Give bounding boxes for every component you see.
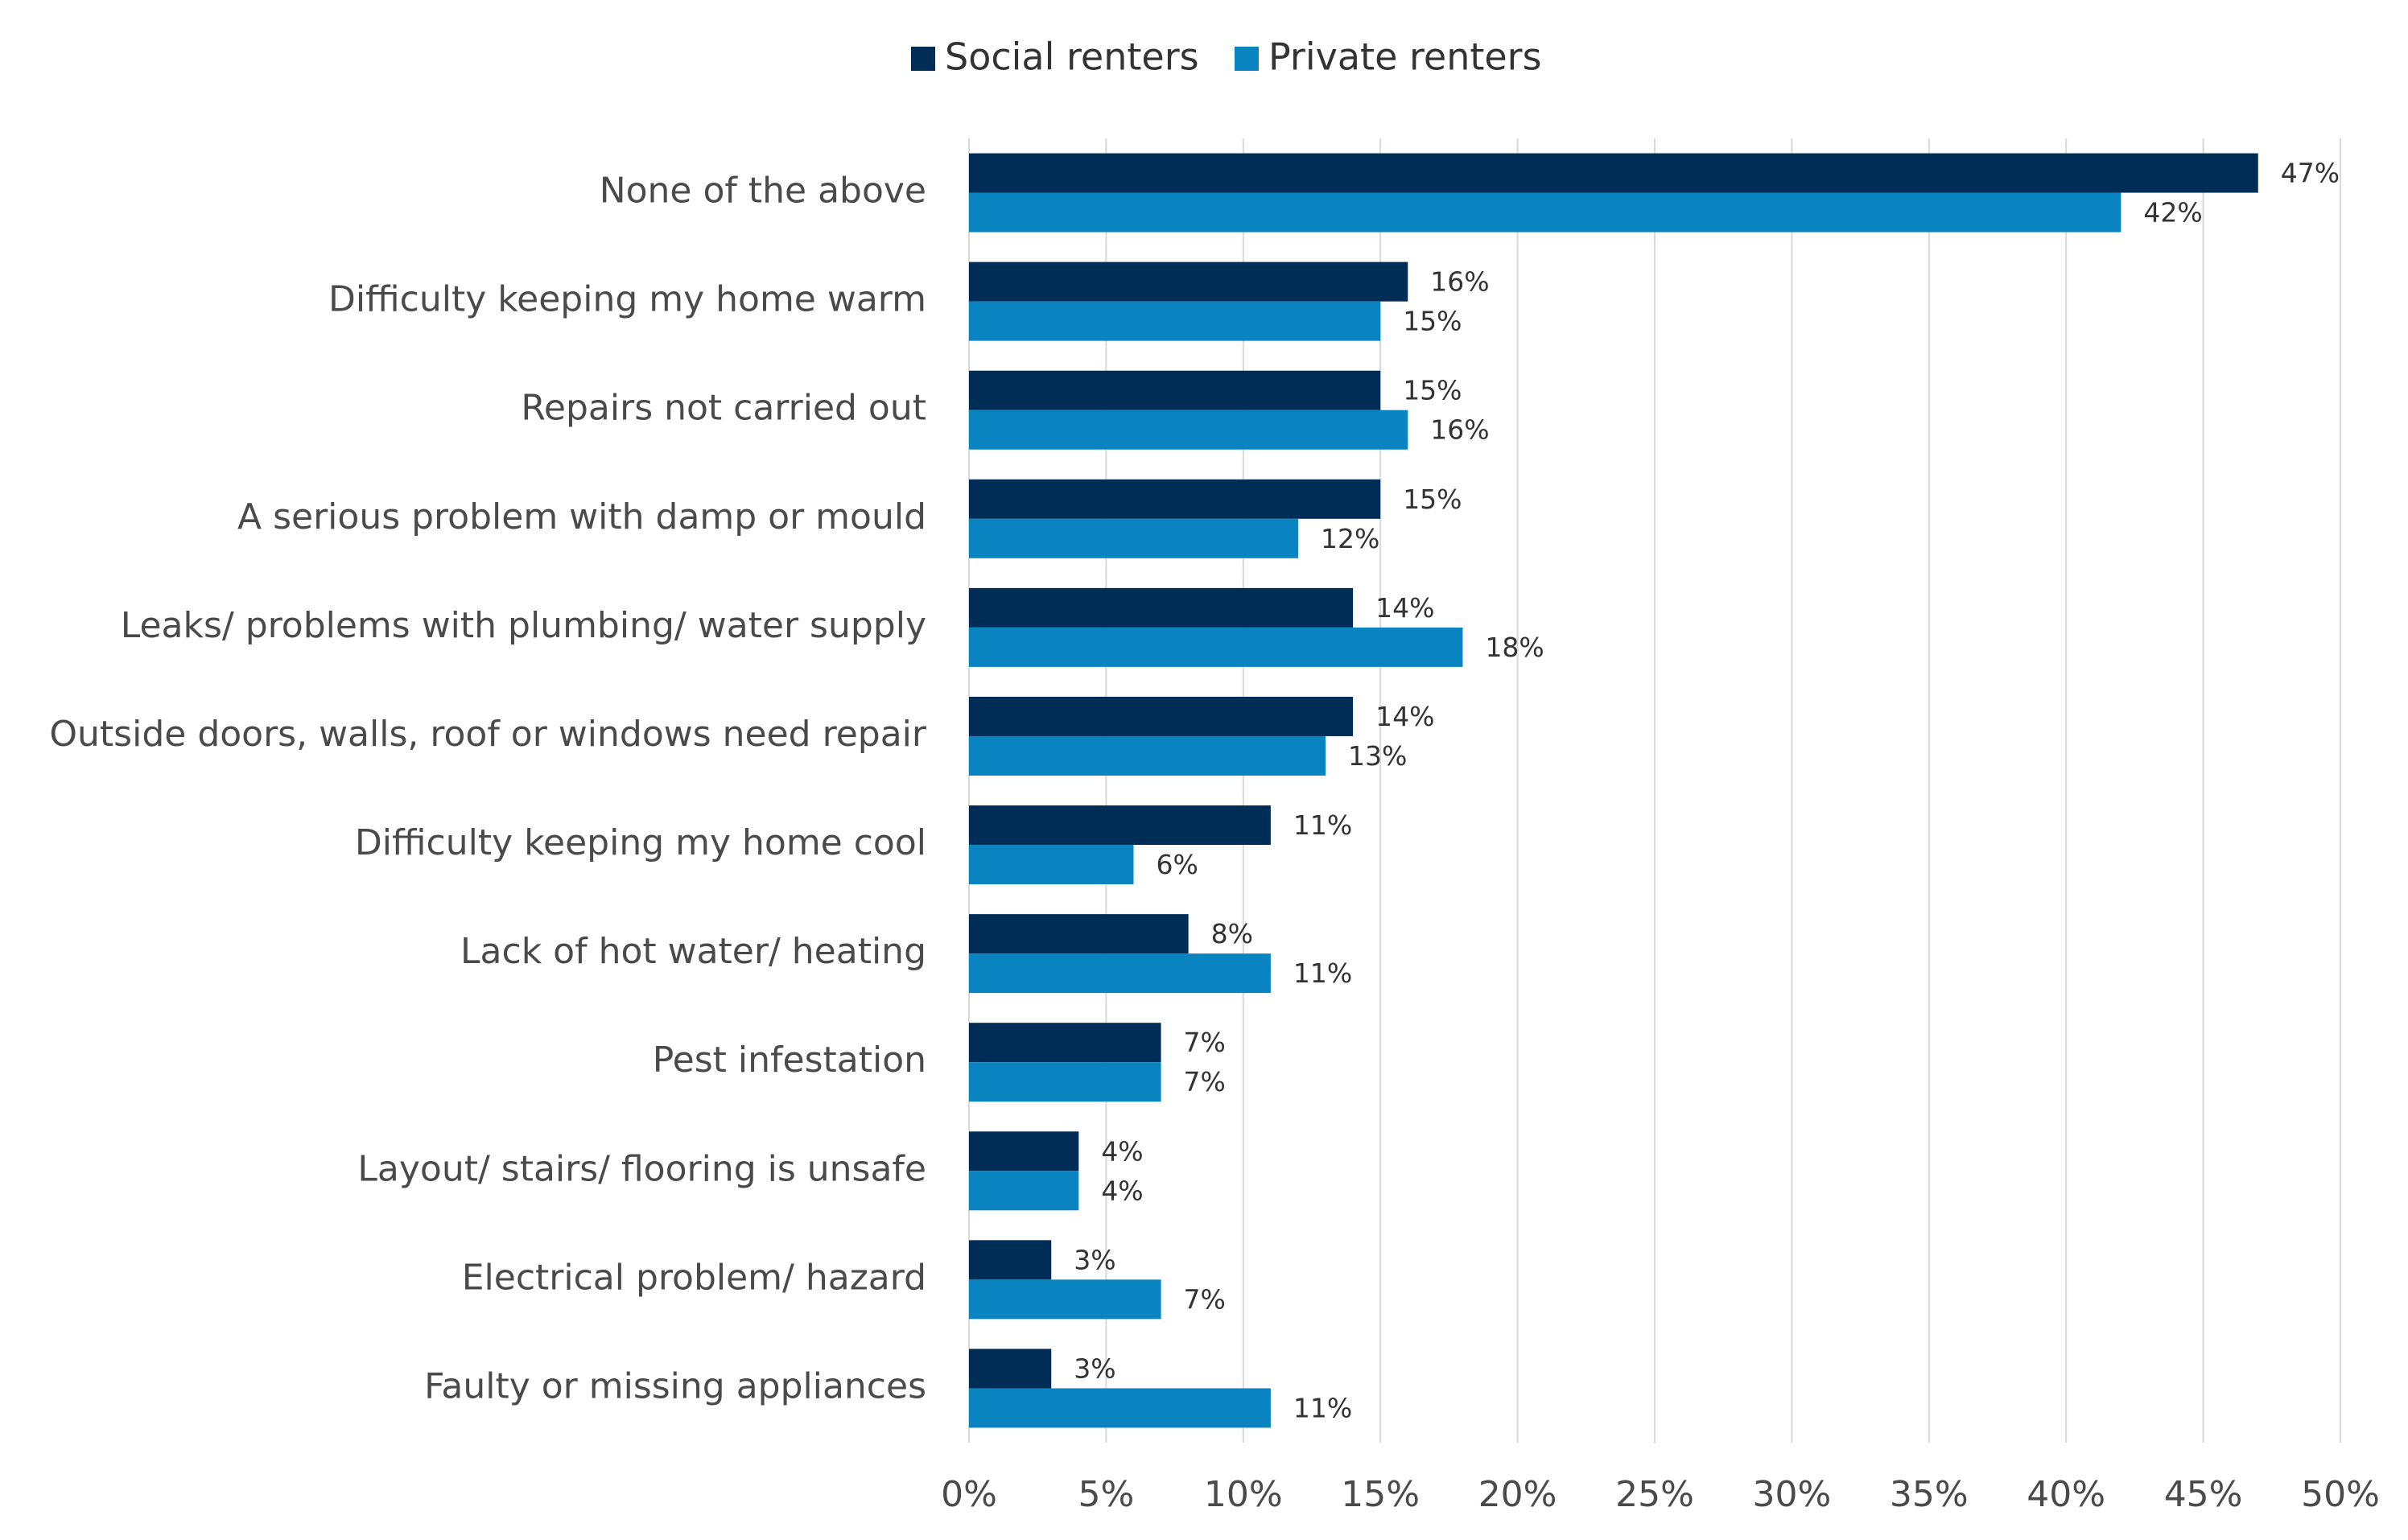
bar — [969, 735, 1326, 776]
value-label: 13% — [1348, 740, 1407, 772]
value-label: 7% — [1184, 1027, 1226, 1058]
x-tick-label: 5% — [1078, 1474, 1134, 1515]
bar — [969, 479, 1381, 519]
x-tick-label: 0% — [941, 1474, 997, 1515]
value-label: 4% — [1101, 1135, 1143, 1167]
value-label: 6% — [1156, 849, 1198, 880]
bar — [969, 1349, 1052, 1389]
value-label: 3% — [1074, 1244, 1115, 1275]
legend-swatch — [911, 47, 935, 71]
bar — [969, 518, 1298, 558]
legend-swatch — [1235, 47, 1259, 71]
value-label: 8% — [1211, 918, 1253, 949]
category-label: Outside doors, walls, roof or windows ne… — [49, 714, 926, 755]
value-label: 15% — [1403, 484, 1462, 515]
legend-label: Private renters — [1268, 35, 1542, 79]
x-tick-label: 30% — [1753, 1474, 1832, 1515]
bar — [969, 845, 1134, 885]
bar — [969, 261, 1408, 302]
x-tick-label: 25% — [1615, 1474, 1694, 1515]
bar — [969, 1023, 1161, 1063]
bar — [969, 696, 1354, 736]
value-label: 18% — [1485, 632, 1544, 663]
bar — [969, 370, 1381, 410]
value-label: 11% — [1293, 1392, 1352, 1423]
x-tick-label: 20% — [1478, 1474, 1557, 1515]
value-label: 15% — [1403, 375, 1462, 406]
value-label: 14% — [1375, 592, 1434, 624]
category-label: Pest infestation — [653, 1040, 926, 1081]
value-label: 16% — [1430, 414, 1489, 446]
value-label: 47% — [2281, 158, 2340, 189]
value-label: 4% — [1101, 1175, 1143, 1206]
bar — [969, 587, 1354, 628]
x-tick-label: 35% — [1890, 1474, 1969, 1515]
category-label: Leaks/ problems with plumbing/ water sup… — [121, 605, 926, 646]
bar — [969, 805, 1271, 846]
value-label: 14% — [1375, 701, 1434, 732]
value-label: 16% — [1430, 266, 1489, 298]
category-label: Electrical problem/ hazard — [462, 1257, 926, 1298]
category-label: A serious problem with damp or mould — [237, 496, 926, 537]
value-label: 12% — [1321, 523, 1379, 554]
bar — [969, 627, 1463, 667]
bar — [969, 1388, 1271, 1428]
bar — [969, 1279, 1161, 1320]
x-tick-label: 45% — [2164, 1474, 2243, 1515]
category-label: Difficulty keeping my home cool — [355, 822, 926, 863]
legend-label: Social renters — [945, 35, 1199, 79]
value-label: 15% — [1403, 306, 1462, 337]
category-label: Layout/ stairs/ flooring is unsafe — [357, 1148, 926, 1189]
bar — [969, 410, 1408, 450]
bar — [969, 914, 1189, 954]
x-tick-label: 10% — [1204, 1474, 1283, 1515]
x-tick-label: 40% — [2027, 1474, 2105, 1515]
value-label: 11% — [1293, 809, 1352, 841]
value-label: 7% — [1184, 1283, 1226, 1315]
bar — [969, 1131, 1079, 1171]
value-label: 42% — [2143, 197, 2202, 229]
category-label: Lack of hot water/ heating — [460, 931, 926, 972]
x-tick-label: 15% — [1341, 1474, 1420, 1515]
bar — [969, 192, 2121, 233]
category-label: Faulty or missing appliances — [424, 1365, 926, 1406]
category-label: Repairs not carried out — [521, 388, 926, 429]
bar — [969, 1062, 1161, 1102]
category-label: None of the above — [600, 171, 926, 212]
bar — [969, 953, 1271, 994]
bar — [969, 1171, 1079, 1211]
bar — [969, 1240, 1052, 1280]
value-label: 3% — [1074, 1353, 1115, 1384]
bar — [969, 301, 1381, 341]
x-tick-label: 50% — [2301, 1474, 2380, 1515]
value-label: 11% — [1293, 957, 1352, 989]
bar — [969, 153, 2258, 193]
category-label: Difficulty keeping my home warm — [328, 279, 926, 320]
value-label: 7% — [1184, 1066, 1226, 1097]
